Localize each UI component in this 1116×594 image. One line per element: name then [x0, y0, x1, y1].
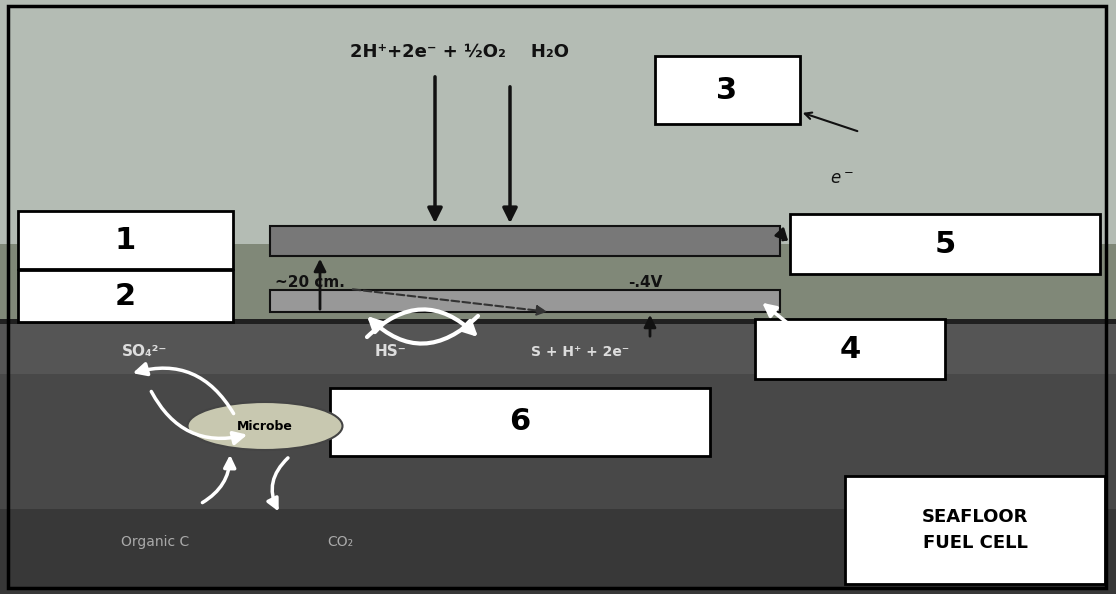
- Bar: [270, 290, 780, 312]
- Text: 6: 6: [509, 407, 530, 437]
- Bar: [0, 244, 1116, 319]
- Bar: [845, 476, 1105, 584]
- Bar: [0, 314, 1116, 324]
- Text: ~20 cm.: ~20 cm.: [275, 274, 345, 289]
- Bar: [18, 270, 233, 322]
- Text: S + H⁺ + 2e⁻: S + H⁺ + 2e⁻: [531, 345, 629, 359]
- Text: Organic C: Organic C: [121, 535, 189, 549]
- Text: HS⁻: HS⁻: [374, 345, 406, 359]
- Bar: [756, 319, 945, 379]
- Bar: [655, 56, 800, 124]
- Text: 5: 5: [934, 229, 955, 258]
- Text: 1: 1: [114, 226, 136, 254]
- Text: $e^-$: $e^-$: [830, 170, 854, 188]
- Bar: [18, 211, 233, 269]
- Text: SEAFLOOR
FUEL CELL: SEAFLOOR FUEL CELL: [922, 508, 1028, 552]
- Bar: [330, 388, 710, 456]
- Bar: [0, 0, 1116, 244]
- Text: Microbe: Microbe: [237, 419, 292, 432]
- Bar: [0, 319, 1116, 374]
- Bar: [270, 226, 780, 256]
- Text: 3: 3: [716, 75, 738, 105]
- Text: SO₄²⁻: SO₄²⁻: [123, 345, 167, 359]
- Ellipse shape: [187, 402, 343, 450]
- Bar: [790, 214, 1100, 274]
- Text: 2: 2: [115, 282, 135, 311]
- Text: 2H⁺+2e⁻ + ½O₂    H₂O: 2H⁺+2e⁻ + ½O₂ H₂O: [350, 43, 569, 61]
- Bar: [0, 374, 1116, 509]
- Text: -.4V: -.4V: [628, 274, 662, 289]
- Bar: [0, 509, 1116, 594]
- Text: 4: 4: [839, 334, 860, 364]
- Text: CO₂: CO₂: [327, 535, 353, 549]
